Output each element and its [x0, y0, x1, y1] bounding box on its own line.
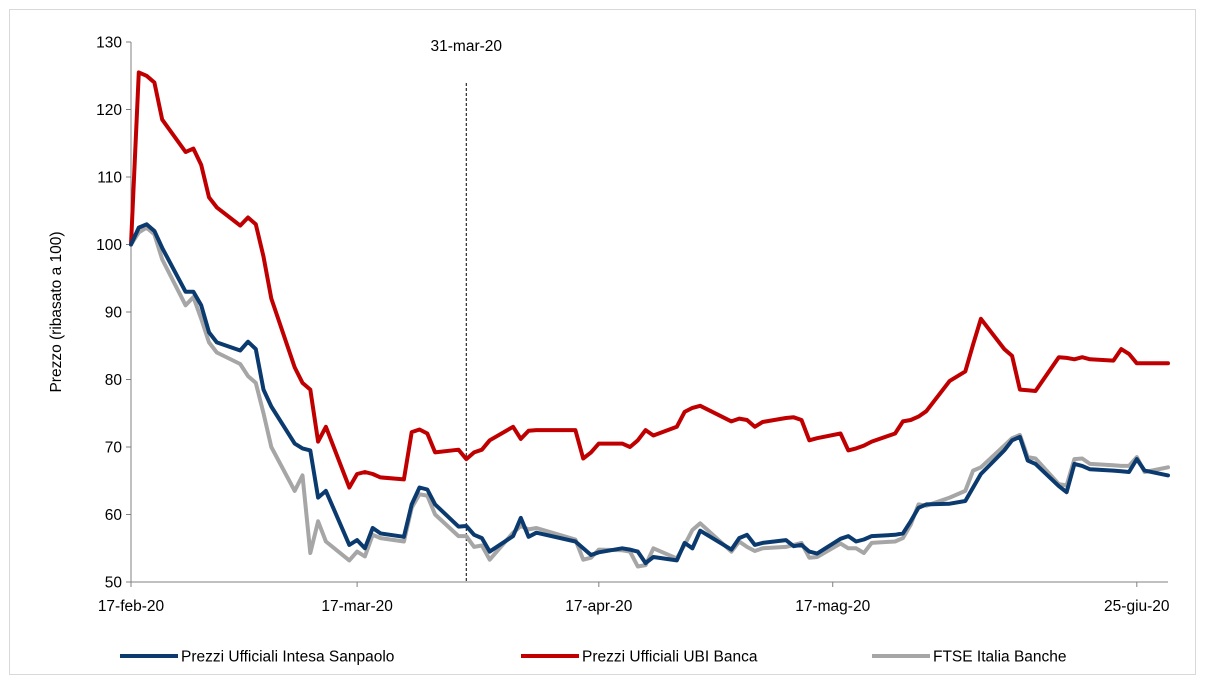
series-line-3	[129, 225, 1170, 569]
series-line-2	[129, 70, 1170, 490]
series-layer	[129, 70, 1170, 569]
legend: Prezzi Ufficiali Intesa Sanpaolo Prezzi U…	[120, 649, 1067, 666]
axes: 50 60 70 80 90 100 110 120 130 17-feb-20 17-mar-20…	[48, 35, 1170, 616]
legend-label: FTSE Italia Banche	[933, 649, 1067, 666]
y-tick-label: 120	[96, 102, 122, 119]
legend-label: Prezzi Ufficiali Intesa Sanpaolo	[181, 649, 394, 666]
y-tick-label: 90	[105, 305, 123, 322]
x-tick-label: 25-giu-20	[1104, 598, 1170, 615]
y-tick-label: 70	[105, 440, 123, 457]
y-tick-label: 80	[105, 372, 123, 389]
y-tick-label: 100	[96, 237, 122, 254]
chart-frame	[9, 9, 1196, 675]
x-tick-label: 17-mar-20	[321, 598, 393, 615]
y-tick-label: 50	[105, 575, 123, 592]
y-axis-title: Prezzo (ribasato a 100)	[48, 231, 65, 392]
y-tick-label: 130	[96, 35, 122, 52]
annotation-label: 31-mar-20	[431, 38, 503, 55]
x-tick-label: 17-feb-20	[98, 598, 165, 615]
y-tick-label: 110	[97, 170, 122, 187]
x-tick-label: 17-mag-20	[795, 598, 870, 615]
x-tick-label: 17-apr-20	[565, 598, 633, 615]
y-tick-label: 60	[105, 507, 123, 524]
legend-label: Prezzi Ufficiali UBI Banca	[582, 649, 758, 666]
series-line-1	[129, 222, 1170, 566]
